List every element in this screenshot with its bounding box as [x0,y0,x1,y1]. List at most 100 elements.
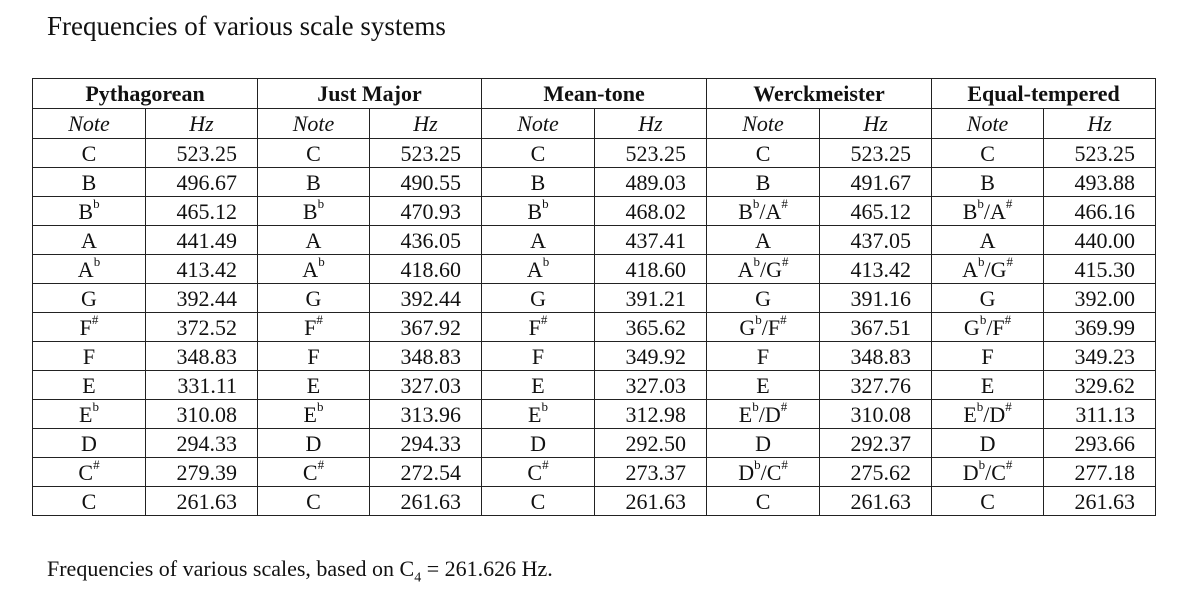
accidental-mark: b [977,254,985,270]
hz-cell: 294.33 [368,428,483,458]
note-letter: F [528,314,541,340]
hz-cell: 392.44 [368,283,483,313]
note-letter: A [302,256,319,282]
hz-cell: 277.18 [1043,457,1157,487]
hz-cell: 465.12 [145,196,258,226]
enharmonic-alt: /D# [758,399,788,427]
hz-cell: 327.76 [819,370,933,400]
note-cell: C# [257,457,370,487]
note-cell: Eb [32,399,146,429]
note-letter: D [962,459,979,485]
accidental-mark: # [1004,312,1012,328]
note-cell: Ab [481,254,596,284]
note-letter: C [755,140,771,166]
accidental-mark: b [318,254,325,270]
note-cell: Ab [257,254,370,284]
note-cell: F# [32,312,146,342]
hz-cell: 310.08 [145,399,258,429]
table-row: C 523.25 C 523.25 C 523.25 C 523.25 C 523.25 [32,138,1157,168]
enharmonic-alt: /D# [983,399,1012,427]
hz-cell: 349.23 [1043,341,1157,371]
hz-column-header: Hz [145,108,258,139]
hz-cell: 465.12 [819,196,933,226]
note-cell: G [481,283,596,313]
accidental-mark: b [752,399,759,415]
note-cell: G [32,283,146,313]
hz-cell: 273.37 [594,457,708,487]
note-cell: B [481,167,596,197]
table-row: F# 372.52 F# 367.92 F# 365.62 Gb/F# 367.51 Gb/F#… [32,312,1157,342]
note-letter: B [980,169,995,195]
hz-cell: 415.30 [1043,254,1157,284]
note-cell: B [257,167,370,197]
column-header-row: Note Hz Note Hz Note Hz Note Hz Note Hz [32,108,1157,139]
hz-cell: 437.05 [819,225,933,255]
hz-cell: 391.16 [819,283,933,313]
note-cell: C [257,138,370,168]
note-letter: C [81,488,97,514]
accidental-mark: # [781,254,789,270]
note-letter: C [306,140,321,166]
note-letter: B [738,198,753,224]
enharmonic-alt: /G# [984,254,1013,282]
accidental-mark: b [92,399,99,415]
note-letter: G [530,285,546,311]
hz-column-header: Hz [594,108,708,139]
note-cell: C [481,138,596,168]
accidental-mark: b [977,196,984,212]
hz-cell: 391.21 [594,283,708,313]
note-cell: Db/C# [931,457,1045,487]
accidental-mark: b [976,399,984,415]
table-caption: Frequencies of various scales, based on … [47,554,553,585]
enharmonic-alt: /A# [983,196,1013,224]
note-column-header: Note [257,108,370,139]
note-letter: F [756,343,770,369]
hz-cell: 311.13 [1043,399,1157,429]
note-cell: C [706,138,821,168]
note-cell: F [706,341,821,371]
hz-cell: 261.63 [1043,486,1157,516]
table-row: Ab 413.42 Ab 418.60 Ab 418.60 Ab/G# 413.42 Ab/G#… [32,254,1157,284]
note-cell: Eb/D# [931,399,1045,429]
accidental-mark: b [93,254,101,270]
note-letter: B [306,169,321,195]
hz-cell: 261.63 [145,486,258,516]
note-letter: A [81,227,97,253]
note-letter: E [531,372,545,398]
hz-cell: 523.25 [1043,138,1157,168]
note-cell: C [706,486,821,516]
note-letter: D [530,430,546,456]
hz-cell: 261.63 [594,486,708,516]
table-row: B 496.67 B 490.55 B 489.03 B 491.67 B 493.88 [32,167,1157,197]
accidental-mark: # [1005,196,1013,212]
hz-cell: 440.00 [1043,225,1157,255]
note-letter: D [738,459,755,485]
note-cell: A [257,225,370,255]
note-letter: C [527,459,543,485]
note-letter: F [531,343,545,369]
table-row: C# 279.39 C# 272.54 C# 273.37 Db/C# 275.62 Db/C#… [32,457,1157,487]
note-letter: G [755,285,771,311]
frequency-table: Pythagorean Just Major Mean-tone Werckme… [32,78,1157,516]
note-letter: C [755,488,771,514]
note-cell: B [931,167,1045,197]
hz-cell: 470.93 [368,196,483,226]
hz-cell: 489.03 [594,167,708,197]
system-header: Equal-tempered [931,78,1157,109]
hz-column-header: Hz [819,108,933,139]
accidental-mark: b [979,312,987,328]
table-row: Eb 310.08 Eb 313.96 Eb 312.98 Eb/D# 310.08 Eb/D#… [32,399,1157,429]
note-cell: F# [257,312,370,342]
page-title: Frequencies of various scale systems [47,11,446,41]
note-letter: D [81,430,97,456]
note-letter: E [756,372,770,398]
accidental-mark: b [752,196,760,212]
note-cell: C# [481,457,596,487]
note-letter: D [305,430,322,456]
note-cell: D [931,428,1045,458]
note-cell: D [706,428,821,458]
note-cell: Bb [257,196,370,226]
note-letter: A [530,227,546,253]
table-row: A 441.49 A 436.05 A 437.41 A 437.05 A 440.00 [32,225,1157,255]
note-letter: C [530,488,546,514]
